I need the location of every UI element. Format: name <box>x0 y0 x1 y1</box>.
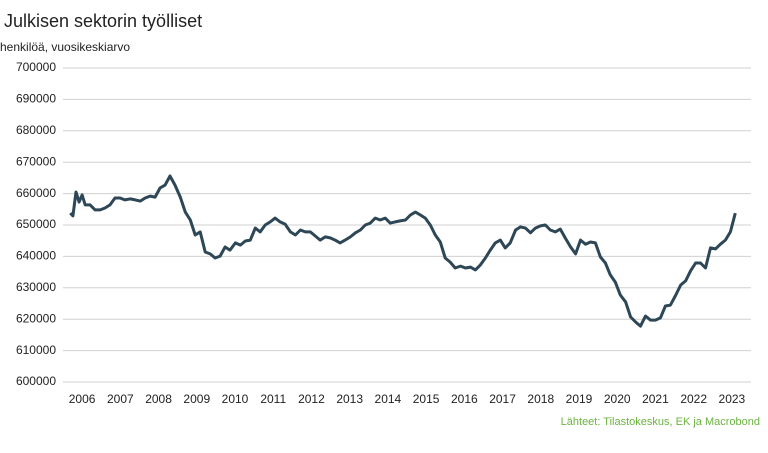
x-tick-label: 2013 <box>336 392 363 406</box>
y-tick-label: 620000 <box>16 311 56 325</box>
y-tick-label: 650000 <box>16 217 56 231</box>
x-tick-label: 2017 <box>489 392 516 406</box>
y-tick-label: 640000 <box>16 249 56 263</box>
chart-subtitle: henkilöä, vuosikeskiarvo <box>0 40 130 54</box>
x-tick-label: 2014 <box>375 392 402 406</box>
x-tick-label: 2010 <box>222 392 249 406</box>
y-tick-label: 670000 <box>16 154 56 168</box>
chart-title: Julkisen sektorin työlliset <box>4 11 202 31</box>
x-tick-label: 2018 <box>527 392 554 406</box>
x-tick-label: 2012 <box>298 392 325 406</box>
x-tick-label: 2019 <box>566 392 593 406</box>
x-tick-label: 2023 <box>719 392 746 406</box>
source-note: Lähteet: Tilastokeskus, EK ja Macrobond <box>561 416 760 428</box>
x-tick-label: 2011 <box>260 392 286 406</box>
y-tick-label: 630000 <box>16 280 56 294</box>
y-tick-label: 680000 <box>16 123 56 137</box>
x-tick-label: 2008 <box>145 392 172 406</box>
y-tick-label: 610000 <box>16 343 56 357</box>
x-tick-label: 2016 <box>451 392 478 406</box>
x-tick-label: 2015 <box>413 392 440 406</box>
x-tick-label: 2022 <box>680 392 707 406</box>
x-tick-label: 2020 <box>604 392 631 406</box>
y-tick-label: 700000 <box>16 60 56 74</box>
data-line <box>69 174 737 328</box>
y-tick-label: 690000 <box>16 92 56 106</box>
y-tick-label: 660000 <box>16 186 56 200</box>
x-tick-label: 2006 <box>69 392 96 406</box>
x-tick-label: 2009 <box>183 392 210 406</box>
x-tick-label: 2021 <box>642 392 669 406</box>
x-tick-label: 2007 <box>107 392 134 406</box>
y-tick-label: 600000 <box>16 374 56 388</box>
